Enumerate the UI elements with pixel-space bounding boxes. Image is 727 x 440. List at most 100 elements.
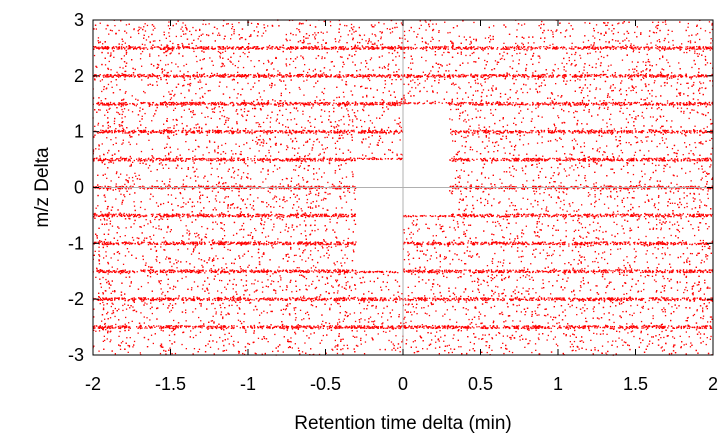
scatter-point	[201, 264, 203, 267]
scatter-point	[193, 127, 195, 129]
scatter-point	[424, 80, 426, 82]
scatter-point	[121, 43, 123, 46]
scatter-point	[592, 45, 594, 47]
scatter-point	[176, 156, 178, 158]
scatter-point	[524, 173, 527, 175]
scatter-point	[513, 240, 516, 242]
scatter-point	[223, 268, 225, 270]
scatter-point	[640, 332, 642, 334]
scatter-point	[683, 112, 685, 114]
scatter-point	[122, 105, 124, 107]
scatter-point	[262, 286, 264, 288]
scatter-point	[115, 198, 117, 200]
scatter-point	[630, 305, 632, 307]
scatter-point	[338, 41, 340, 43]
scatter-point	[316, 275, 318, 278]
scatter-point	[491, 349, 493, 351]
scatter-point	[223, 123, 226, 125]
scatter-point	[647, 188, 649, 190]
scatter-point	[623, 33, 625, 35]
scatter-point	[455, 160, 457, 163]
scatter-point	[110, 257, 112, 259]
scatter-point	[498, 295, 500, 297]
scatter-point	[341, 286, 343, 288]
scatter-point	[194, 308, 197, 310]
scatter-point	[374, 24, 376, 26]
scatter-point	[576, 143, 578, 145]
scatter-point	[266, 273, 268, 275]
scatter-point	[469, 349, 471, 351]
scatter-point	[168, 35, 171, 37]
scatter-point	[645, 73, 647, 75]
scatter-point	[368, 39, 370, 42]
scatter-point	[269, 304, 271, 306]
scatter-point	[490, 109, 492, 111]
scatter-point	[538, 221, 540, 223]
scatter-point	[285, 148, 288, 151]
scatter-point	[607, 65, 610, 67]
scatter-point	[350, 90, 352, 92]
scatter-point	[594, 347, 596, 349]
scatter-point	[347, 34, 349, 36]
scatter-point	[225, 349, 228, 351]
scatter-point	[377, 313, 379, 315]
scatter-point	[467, 295, 470, 298]
scatter-point	[165, 146, 168, 148]
scatter-point	[663, 49, 666, 51]
scatter-point	[696, 162, 698, 164]
scatter-point	[509, 336, 511, 339]
scatter-point	[278, 187, 281, 190]
scatter-point	[463, 224, 465, 226]
scatter-point	[565, 230, 567, 232]
scatter-point	[411, 314, 413, 316]
scatter-point	[154, 27, 156, 29]
scatter-point	[106, 189, 109, 191]
scatter-point	[106, 122, 109, 124]
scatter-point	[202, 58, 204, 61]
scatter-point	[115, 188, 117, 191]
scatter-point	[400, 153, 402, 155]
scatter-point	[188, 90, 190, 92]
scatter-point	[204, 116, 206, 118]
scatter-point	[494, 60, 497, 62]
scatter-point	[532, 288, 534, 290]
scatter-point	[705, 130, 707, 132]
scatter-point	[255, 141, 257, 143]
scatter-point	[533, 52, 535, 55]
scatter-point	[387, 65, 389, 67]
scatter-point	[399, 351, 401, 353]
scatter-point	[324, 148, 327, 150]
scatter-point	[484, 301, 487, 303]
scatter-point	[515, 209, 518, 211]
scatter-point	[603, 107, 606, 109]
scatter-point	[458, 258, 460, 261]
scatter-point	[690, 78, 692, 80]
scatter-point	[569, 79, 572, 82]
scatter-point	[331, 61, 333, 63]
scatter-point	[194, 170, 196, 172]
scatter-point	[563, 192, 565, 194]
scatter-point	[133, 183, 135, 185]
scatter-point	[329, 221, 331, 223]
scatter-point	[546, 73, 548, 75]
scatter-point	[170, 93, 172, 95]
scatter-point	[494, 187, 497, 189]
scatter-point	[526, 64, 528, 66]
scatter-point	[257, 337, 260, 339]
scatter-point	[171, 330, 173, 333]
scatter-point	[285, 255, 287, 257]
scatter-point	[247, 173, 249, 175]
scatter-point	[404, 309, 406, 311]
scatter-point	[144, 92, 146, 94]
scatter-point	[285, 58, 288, 60]
scatter-point	[284, 84, 287, 86]
scatter-point	[654, 80, 656, 82]
scatter-point	[535, 235, 537, 237]
scatter-point	[106, 245, 108, 248]
scatter-point	[94, 327, 96, 329]
scatter-point	[448, 344, 450, 346]
scatter-point	[439, 330, 441, 332]
scatter-point	[660, 116, 662, 118]
scatter-point	[647, 245, 649, 247]
scatter-point	[560, 138, 562, 140]
